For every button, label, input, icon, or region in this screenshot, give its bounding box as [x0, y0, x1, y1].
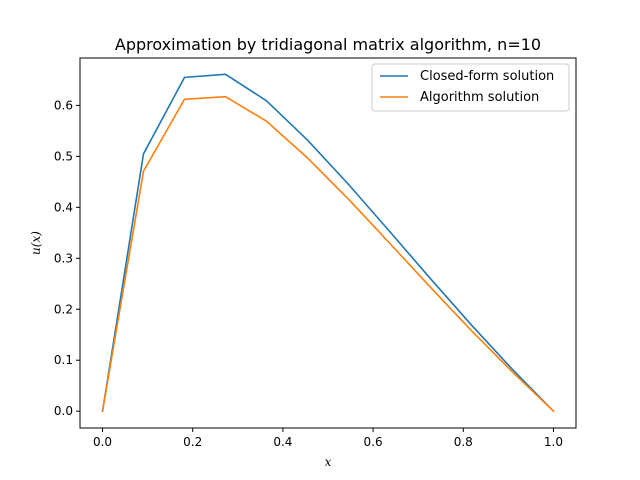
y-tick-label: 0.1	[54, 353, 73, 367]
x-tick-label: 0.2	[183, 435, 202, 449]
x-tick-label: 0.4	[273, 435, 292, 449]
y-axis-label: u(x)	[29, 231, 43, 255]
y-tick-label: 0.6	[54, 98, 73, 112]
x-tick-label: 1.0	[544, 435, 563, 449]
y-tick-label: 0.4	[54, 200, 73, 214]
legend: Closed-form solution Algorithm solution	[371, 63, 570, 112]
series-line-closed-form	[101, 73, 555, 413]
legend-box	[371, 63, 570, 112]
chart-title: Approximation by tridiagonal matrix algo…	[115, 35, 541, 54]
axis-ticks: 0.0 0.2 0.4 0.6 0.8 1.0 0.0 0.1 0.2 0.3 0.4 0.5 0.6	[54, 98, 563, 449]
y-tick-label: 0.5	[54, 149, 73, 163]
series-layer	[101, 73, 555, 413]
y-tick-label: 0.3	[54, 251, 73, 265]
x-tick-label: 0.8	[454, 435, 473, 449]
y-tick-label: 0.2	[54, 302, 73, 316]
plot-frame	[79, 57, 577, 429]
legend-label-closed-form: Closed-form solution	[420, 69, 554, 84]
y-tick-label: 0.0	[54, 404, 73, 418]
series-line-algorithm	[101, 95, 555, 413]
x-tick-label: 0.6	[364, 435, 383, 449]
legend-label-algorithm: Algorithm solution	[420, 90, 539, 105]
x-tick-label: 0.0	[93, 435, 112, 449]
x-axis-label: x	[325, 455, 332, 469]
